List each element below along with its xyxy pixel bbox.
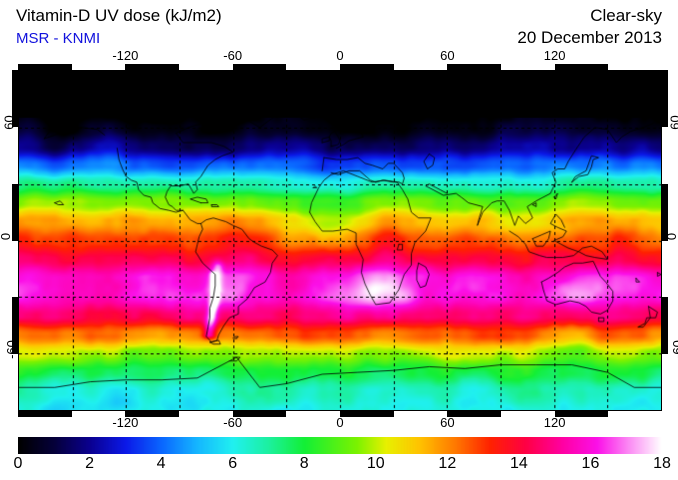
colorbar-tick-4: 8 — [299, 455, 309, 472]
tick-segment — [501, 64, 555, 70]
colorbar-tick-7: 14 — [509, 455, 528, 472]
tick-segment — [286, 411, 340, 417]
y-tick-left-2: -60 — [2, 340, 21, 360]
y-tick-right-label: 0 — [664, 232, 678, 240]
tick-segment — [179, 64, 233, 70]
colorbar-tick-0: 0 — [13, 455, 23, 472]
x-axis-tickband-top — [18, 64, 662, 70]
x-tick-bottom-3: 60 — [440, 415, 455, 430]
y-tick-left-label: -60 — [3, 340, 19, 360]
colorbar — [18, 437, 662, 454]
x-tick-bottom-1: -60 — [223, 415, 243, 430]
world-map-plot — [18, 70, 662, 411]
tick-segment — [608, 64, 662, 70]
tick-segment — [393, 411, 448, 417]
y-tick-right-1: 0 — [664, 229, 678, 244]
x-tick-bottom-2: 0 — [336, 415, 344, 430]
x-tick-top-2: 0 — [336, 48, 344, 63]
tick-segment — [179, 411, 233, 417]
y-axis-tickband-left — [12, 70, 18, 411]
x-axis-tickband-bottom — [18, 411, 662, 417]
page-title: Vitamin-D UV dose (kJ/m2) — [16, 6, 222, 25]
colorbar-tick-1: 2 — [85, 455, 94, 472]
tick-segment — [662, 354, 668, 411]
y-tick-left-label: 0 — [0, 232, 13, 239]
x-tick-bottom-0: -120 — [112, 415, 139, 430]
colorbar-tick-2: 4 — [156, 455, 166, 472]
tick-segment — [393, 64, 448, 70]
y-tick-left-0: 60 — [1, 115, 17, 130]
y-tick-right-label: -60 — [669, 340, 678, 360]
date-label: 20 December 2013 — [517, 28, 662, 47]
y-tick-right-0: 60 — [668, 115, 678, 130]
tick-segment — [12, 354, 18, 411]
uv-dose-heatmap — [19, 71, 661, 410]
x-tick-top-1: -60 — [223, 48, 243, 63]
sky-condition-label: Clear-sky — [590, 6, 662, 25]
tick-segment — [71, 411, 126, 417]
tick-segment — [71, 64, 126, 70]
x-tick-top-3: 60 — [440, 48, 455, 63]
colorbar-tick-9: 18 — [653, 455, 671, 472]
tick-segment — [501, 411, 555, 417]
colorbar-tick-5: 10 — [366, 455, 385, 472]
x-tick-top-0: -120 — [112, 48, 139, 63]
tick-segment — [12, 126, 18, 184]
y-tick-right-label: 60 — [667, 115, 678, 130]
tick-segment — [662, 126, 668, 184]
y-tick-right-2: -60 — [668, 340, 678, 360]
x-tick-top-4: 120 — [543, 48, 566, 63]
colorbar-gradient — [18, 437, 662, 454]
colorbar-tick-6: 12 — [438, 455, 457, 472]
x-tick-bottom-4: 120 — [543, 415, 566, 430]
institute-label: MSR - KNMI — [16, 30, 101, 47]
tick-segment — [286, 64, 340, 70]
y-tick-left-1: 0 — [0, 229, 13, 244]
colorbar-tick-8: 16 — [581, 455, 600, 472]
tick-segment — [12, 240, 18, 298]
tick-segment — [608, 411, 662, 417]
y-axis-tickband-right — [662, 70, 668, 411]
y-tick-left-label: 60 — [1, 115, 17, 130]
tick-segment — [662, 240, 668, 298]
colorbar-tick-3: 6 — [228, 455, 238, 472]
